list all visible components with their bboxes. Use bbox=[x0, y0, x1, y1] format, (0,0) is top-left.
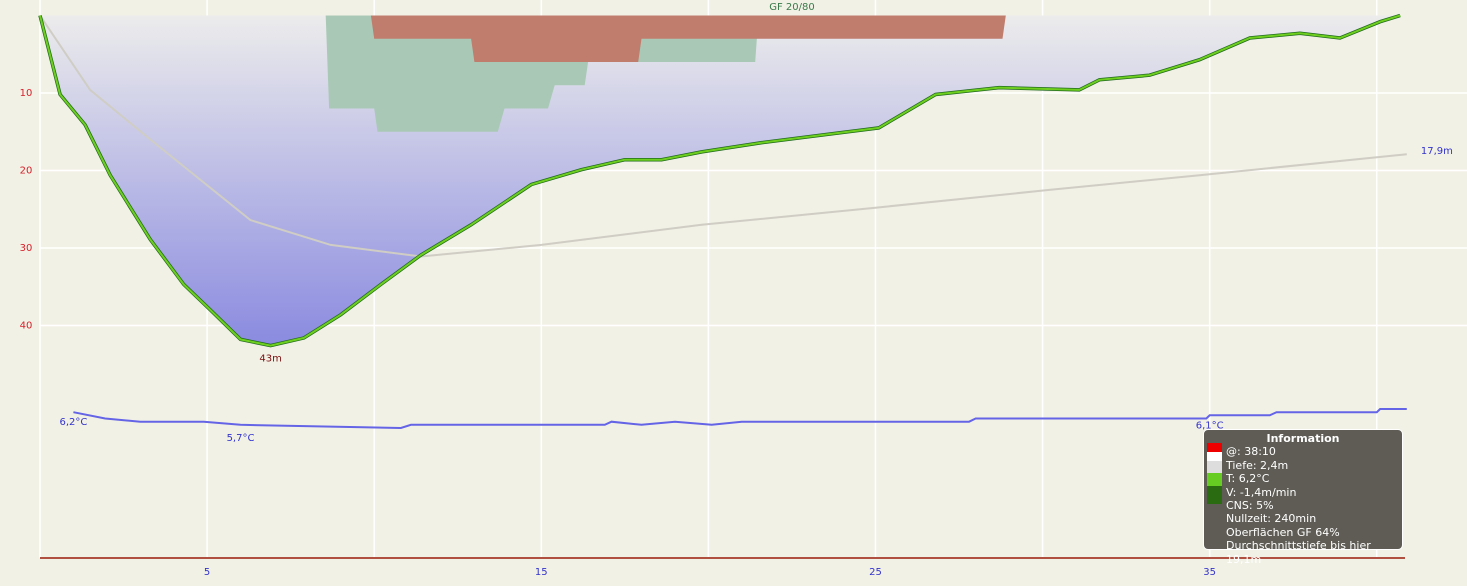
tissue-ceiling bbox=[325, 15, 759, 132]
info-line: @: 38:10 bbox=[1226, 445, 1276, 459]
data-label: 6,1°C bbox=[1196, 420, 1224, 431]
info-line: CNS: 5% bbox=[1226, 499, 1274, 513]
depth-area bbox=[40, 15, 1401, 346]
chart-title: GF 20/80 bbox=[769, 2, 815, 13]
x-tick-label: 25 bbox=[869, 567, 882, 578]
y-tick-label: 40 bbox=[20, 321, 33, 332]
y-tick-label: 20 bbox=[20, 166, 33, 177]
y-tick-label: 30 bbox=[20, 243, 33, 254]
x-tick-label: 15 bbox=[535, 567, 548, 578]
info-line: Nullzeit: 240min bbox=[1226, 512, 1317, 526]
data-label: 6,2°C bbox=[59, 417, 87, 428]
info-line: Tiefe: 2,4m bbox=[1226, 458, 1289, 472]
data-label: 17,9m bbox=[1421, 146, 1453, 157]
average-depth-line bbox=[39, 14, 1407, 258]
info-icons bbox=[1207, 443, 1222, 504]
data-label: 43m bbox=[259, 354, 281, 365]
info-title: Information bbox=[1266, 432, 1340, 445]
info-box: Information @: 38:10 Tiefe: 2,4m T: 6,2°C V… bbox=[1203, 429, 1403, 566]
calculated-ceiling bbox=[370, 15, 1006, 62]
depth-line bbox=[39, 14, 1401, 347]
info-line: V: -1,4m/min bbox=[1226, 485, 1297, 499]
x-tick-label: 5 bbox=[204, 567, 210, 578]
info-line: T: 6,2°C bbox=[1226, 472, 1270, 486]
x-tick-label: 35 bbox=[1203, 567, 1216, 578]
temperature-line bbox=[73, 408, 1407, 430]
data-label: 5,7°C bbox=[227, 433, 255, 444]
info-line: Durchschnittstiefe bis hier 19,1m bbox=[1226, 539, 1371, 566]
y-tick-label: 10 bbox=[20, 88, 33, 99]
info-line: Oberflächen GF 64% bbox=[1226, 525, 1340, 539]
